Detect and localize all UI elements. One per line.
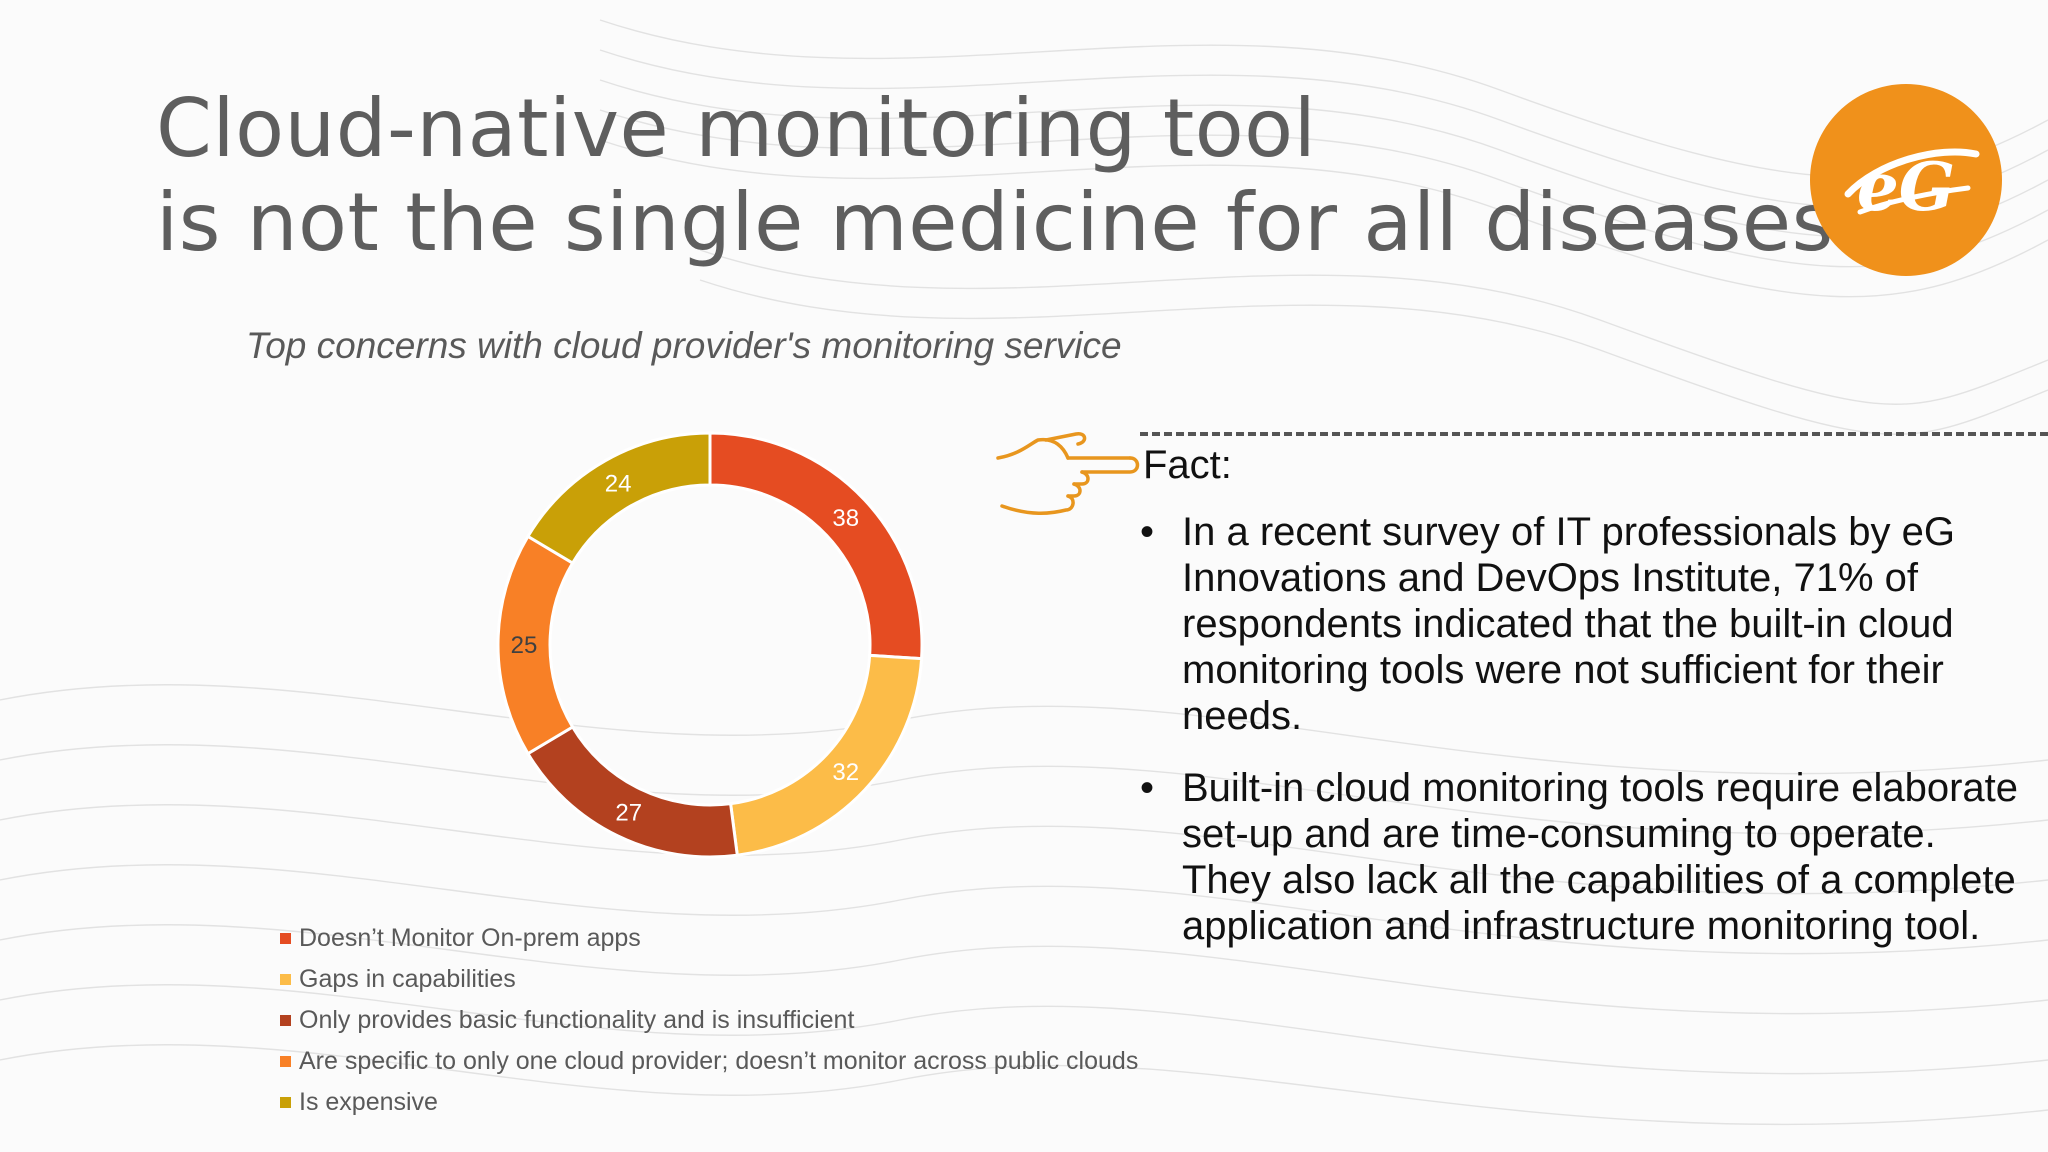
donut-data-label: 38 [832,505,859,532]
logo-text: eG [1857,148,1955,226]
legend-swatch [280,1056,291,1067]
fact-heading: Fact: [1143,443,1232,487]
donut-data-label: 27 [615,799,642,826]
legend-item: Gaps in capabilities [280,959,1138,1000]
chart-legend: Doesn’t Monitor On-prem apps Gaps in capa… [280,918,1138,1123]
legend-label: Only provides basic functionality and is… [299,1006,855,1034]
slide-title: Cloud-native monitoring tool is not the … [156,82,1834,270]
legend-label: Are specific to only one cloud provider;… [299,1047,1139,1075]
legend-label: Gaps in capabilities [299,965,516,993]
legend-label: Doesn’t Monitor On-prem apps [299,924,641,952]
chart-title: Top concerns with cloud provider's monit… [246,325,1122,366]
fact-bullet-2: Built-in cloud monitoring tools require … [1140,765,2020,949]
legend-swatch [280,1097,291,1108]
pointing-hand-icon [996,432,1140,516]
donut-slice [708,431,924,661]
legend-swatch [280,933,291,944]
fact-bullets: In a recent survey of IT professionals b… [1140,509,2020,975]
legend-swatch [280,974,291,985]
donut-data-label: 24 [605,470,632,497]
eg-logo-icon: eG [1810,84,2002,276]
donut-slice [728,653,924,857]
legend-item: Is expensive [280,1082,1138,1123]
donut-slice [525,724,739,859]
donut-slice [525,431,712,566]
legend-swatch [280,1015,291,1026]
slide-title-line-1: Cloud-native monitoring tool [156,82,1317,175]
slide-title-line-2: is not the single medicine for all disea… [156,176,1834,269]
fact-divider [1140,432,2048,436]
legend-item: Are specific to only one cloud provider;… [280,1041,1138,1082]
legend-item: Only provides basic functionality and is… [280,1000,1138,1041]
fact-bullet-1: In a recent survey of IT professionals b… [1140,509,2020,739]
legend-label: Is expensive [299,1088,438,1116]
donut-data-label: 32 [832,759,859,786]
legend-item: Doesn’t Monitor On-prem apps [280,918,1138,959]
donut-data-label: 25 [511,632,538,659]
logo-circle [1810,84,2002,276]
donut-chart: 38 32 27 25 24 [496,431,924,859]
